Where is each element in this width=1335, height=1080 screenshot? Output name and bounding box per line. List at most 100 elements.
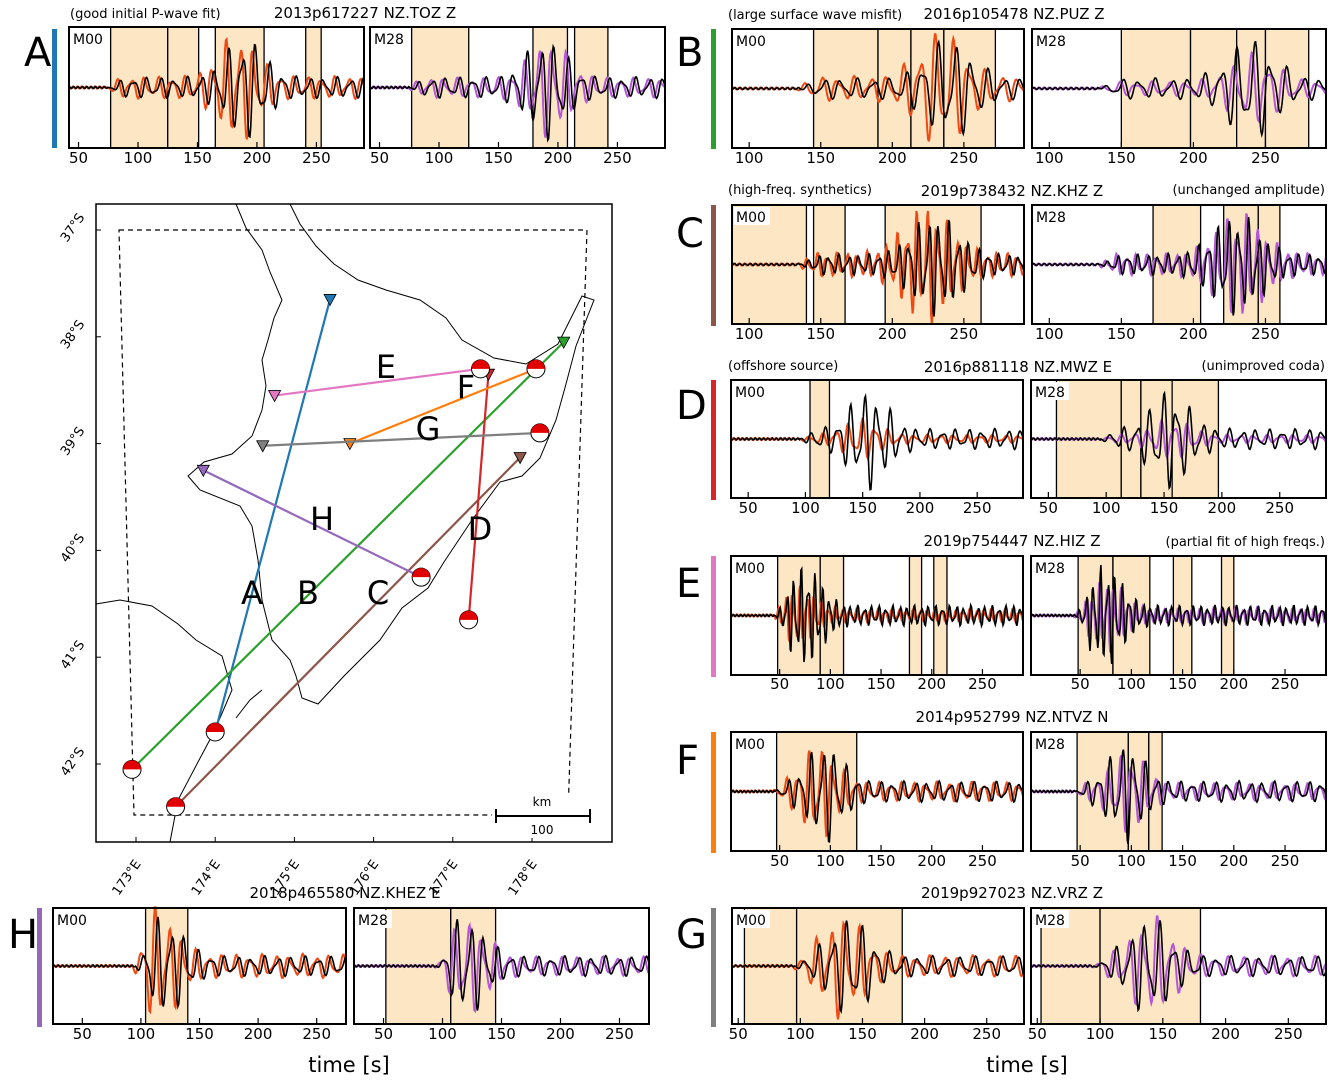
x-tick-label: 250: [968, 675, 997, 693]
x-tick-label: 250: [950, 325, 979, 343]
path-line-H: [202, 469, 422, 579]
panel-frame: [369, 26, 666, 149]
waveform-figure-E: E 2019p754447 NZ.HIZ Z (partial fit of hig…: [676, 532, 1327, 693]
synthetic-trace: [1030, 755, 1327, 833]
observed-trace: [730, 751, 1024, 843]
panel-frame: [1031, 204, 1327, 325]
model-label-bg: [356, 910, 392, 928]
panel-G-M00: M00 50 100 150 200 250: [729, 907, 1025, 1043]
panel-frame: [730, 731, 1024, 852]
beachball-fill-B: [123, 760, 142, 770]
x-tick-label: 200: [243, 149, 272, 167]
x-tick-label: 150: [484, 149, 513, 167]
x-tick-label: 100: [791, 499, 820, 517]
scale-bar-unit: km: [533, 795, 552, 809]
map-path-label-A: A: [241, 574, 263, 612]
color-bar-B: [711, 29, 716, 149]
panel-letter-G: G: [676, 912, 707, 958]
panel-F-M00: M00 50 100 150 200 250: [730, 731, 1024, 870]
color-bar-F: [711, 732, 716, 853]
x-tick-label: 100: [786, 1025, 815, 1043]
observed-trace: [1030, 920, 1327, 1013]
x-tick-label: 150: [867, 675, 896, 693]
x-tick-label: 200: [910, 1025, 939, 1043]
map-path-label-E: E: [376, 348, 396, 386]
model-label: M28: [1035, 561, 1065, 577]
x-tick-label: 150: [867, 852, 896, 870]
model-label-bg: [1033, 734, 1069, 752]
panel-letter-A: A: [24, 30, 52, 76]
station-title-D: 2016p881118 NZ.MWZ E: [924, 358, 1112, 376]
x-tick-label: 50: [69, 149, 88, 167]
x-tick-label: 50: [1071, 852, 1090, 870]
x-axis-label-right: time [s]: [986, 1053, 1067, 1077]
model-label: M00: [735, 385, 765, 401]
model-label: M00: [736, 913, 766, 929]
model-label-bg: [734, 31, 770, 49]
x-tick-label: 150: [1107, 149, 1136, 167]
x-tick-label: 50: [770, 675, 789, 693]
annotation-right-E: (partial fit of high freqs.): [1166, 535, 1325, 550]
panel-letter-H: H: [8, 912, 38, 958]
x-tick-label: 250: [302, 149, 331, 167]
lon-tick-label: 173°E: [110, 857, 145, 898]
panel-frame: [1030, 379, 1327, 499]
coastline-north-island: [187, 203, 595, 705]
color-bar-A: [52, 29, 57, 148]
path-line-D: [467, 374, 490, 620]
model-label-bg: [1034, 207, 1070, 225]
x-tick-label: 250: [603, 149, 632, 167]
x-tick-label: 200: [917, 675, 946, 693]
lat-tick-label: 37°S: [58, 211, 88, 245]
color-bar-H: [37, 908, 42, 1027]
panel-C-M28: M28 100 150 200 250: [1031, 204, 1327, 343]
measurement-window: [878, 29, 911, 148]
x-tick-label: 150: [487, 1025, 516, 1043]
color-bar-C: [711, 205, 716, 326]
map-frame: [95, 203, 613, 843]
observed-trace: [730, 393, 1024, 491]
observed-trace: [730, 566, 1024, 663]
x-tick-label: 50: [374, 1025, 393, 1043]
annotation-right-C: (unchanged amplitude): [1172, 183, 1325, 198]
model-label: M28: [1035, 385, 1065, 401]
model-label-bg: [55, 910, 91, 928]
x-tick-label: 100: [124, 149, 153, 167]
model-label: M00: [735, 561, 765, 577]
x-tick-label: 200: [1179, 325, 1208, 343]
x-tick-label: 250: [605, 1025, 634, 1043]
observed-trace: [731, 920, 1025, 1015]
synthetic-trace: [369, 48, 666, 138]
x-tick-label: 100: [1092, 499, 1121, 517]
x-tick-label: 200: [546, 1025, 575, 1043]
waveform-figure-C: C 2019p738432 NZ.KHZ Z (high-freq. synthet…: [676, 182, 1327, 343]
station-triangle-G: [256, 440, 270, 453]
x-tick-label: 100: [1035, 325, 1064, 343]
x-tick-label: 200: [906, 499, 935, 517]
station-triangle-C: [513, 452, 527, 465]
panel-letter-B: B: [676, 30, 703, 76]
x-axis-label-left: time [s]: [308, 1053, 389, 1077]
model-label-bg: [1033, 382, 1069, 400]
x-tick-label: 200: [1219, 852, 1248, 870]
panel-H-M00: M00 50 100 150 200 250: [52, 906, 347, 1043]
x-tick-label: 150: [1168, 675, 1197, 693]
x-tick-label: 200: [917, 852, 946, 870]
path-line-E: [274, 367, 481, 397]
observed-trace: [731, 219, 1025, 317]
annotation-right-D: (unimproved coda): [1201, 359, 1325, 374]
x-tick-label: 50: [770, 852, 789, 870]
measurement-window: [1148, 732, 1163, 851]
color-bar-E: [711, 556, 716, 677]
x-tick-label: 100: [816, 852, 845, 870]
path-line-G: [262, 431, 540, 447]
map-path-label-H: H: [310, 500, 334, 538]
x-tick-label: 50: [1039, 499, 1058, 517]
x-tick-label: 200: [1219, 675, 1248, 693]
station-title-C: 2019p738432 NZ.KHZ Z: [921, 182, 1103, 200]
model-label-bg: [372, 29, 408, 47]
measurement-window: [167, 27, 199, 148]
x-tick-label: 150: [183, 149, 212, 167]
x-tick-label: 100: [1117, 675, 1146, 693]
